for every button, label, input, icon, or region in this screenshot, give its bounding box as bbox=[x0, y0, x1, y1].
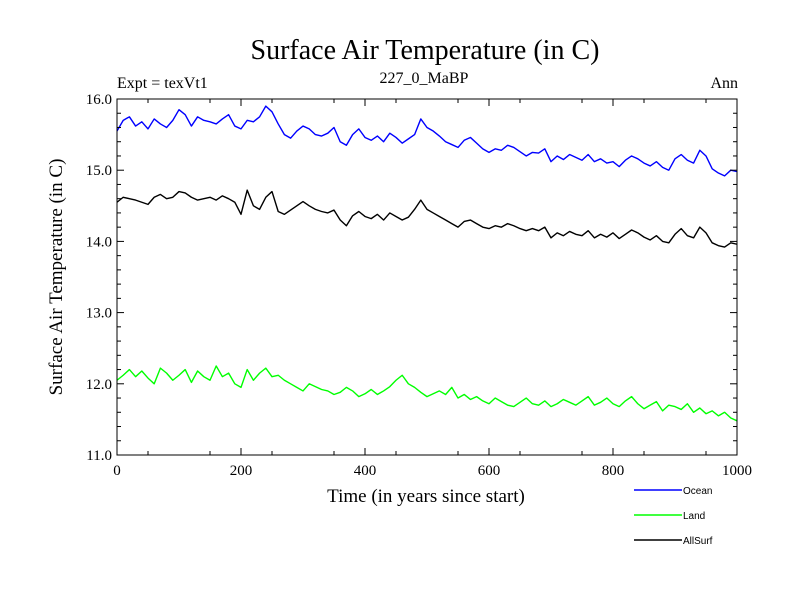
x-axis: 0 200 400 600 800 1000 bbox=[113, 99, 752, 479]
y-axis: 11.0 12.0 13.0 14.0 15.0 16.0 bbox=[86, 92, 737, 464]
period-label: Ann bbox=[710, 75, 738, 92]
x-tick-label: 400 bbox=[354, 463, 377, 479]
series-layer bbox=[116, 105, 738, 422]
y-tick-label: 14.0 bbox=[86, 234, 112, 250]
y-tick-label: 12.0 bbox=[86, 377, 112, 393]
x-axis-label: Time (in years since start) bbox=[327, 486, 525, 507]
y-tick-label: 13.0 bbox=[86, 306, 112, 322]
experiment-label: Expt = texVt1 bbox=[117, 75, 208, 92]
y-tick-label: 15.0 bbox=[86, 163, 112, 179]
legend: Ocean Land AllSurf bbox=[634, 486, 713, 547]
y-tick-label: 16.0 bbox=[86, 92, 112, 108]
epoch-label: 227_0_MaBP bbox=[380, 70, 469, 87]
x-tick-label: 0 bbox=[113, 463, 121, 479]
legend-label-land: Land bbox=[683, 511, 705, 522]
legend-label-allsurf: AllSurf bbox=[683, 536, 713, 547]
y-tick-label: 11.0 bbox=[86, 448, 112, 464]
x-tick-label: 800 bbox=[602, 463, 625, 479]
y-axis-label: Surface Air Temperature (in C) bbox=[46, 159, 67, 396]
series-line-allsurf bbox=[116, 189, 738, 248]
legend-label-ocean: Ocean bbox=[683, 486, 712, 497]
x-tick-label: 600 bbox=[478, 463, 501, 479]
chart-title: Surface Air Temperature (in C) bbox=[251, 35, 600, 66]
plot-frame bbox=[116, 98, 738, 456]
series-line-land bbox=[116, 365, 738, 422]
x-tick-label: 200 bbox=[230, 463, 253, 479]
series-line-ocean bbox=[116, 105, 738, 177]
x-tick-label: 1000 bbox=[722, 463, 752, 479]
